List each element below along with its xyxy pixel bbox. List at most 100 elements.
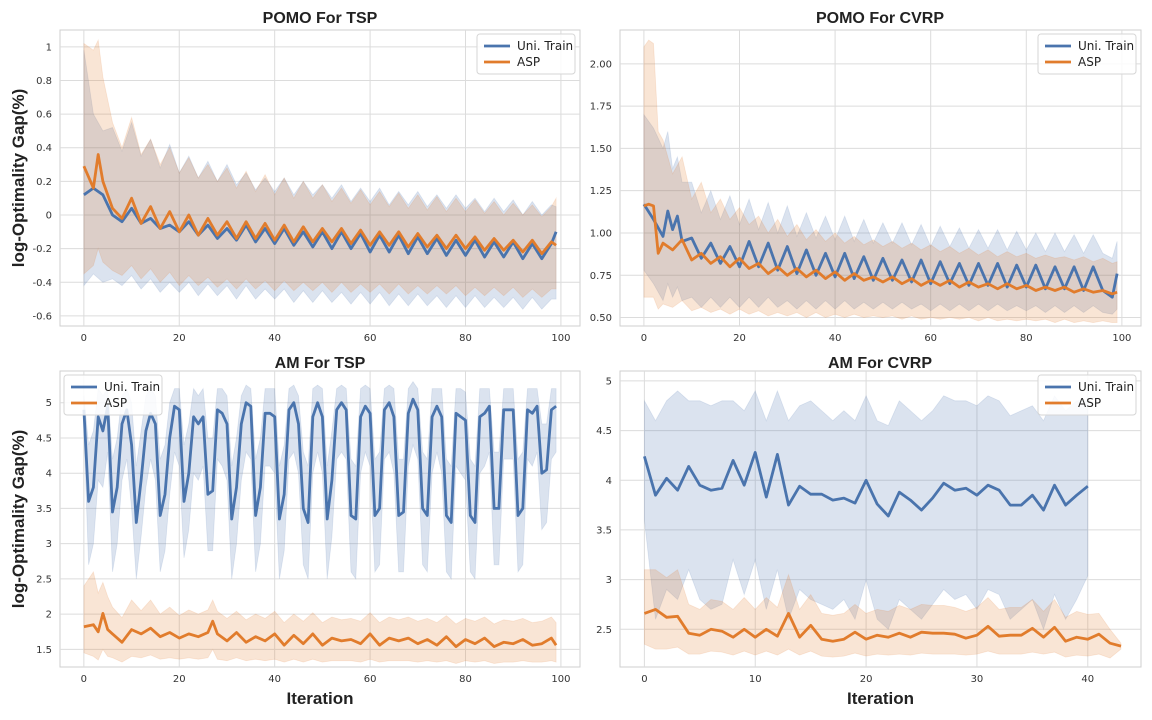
y-tick-label: 0.8 — [36, 76, 52, 87]
plot-series-group — [643, 389, 1122, 659]
chart-panel-3: 0 20 40 60 80 100 1.5 2 2.5 3 3.5 4 4.5 5 AM For TSP lo… — [9, 355, 581, 708]
x-tick-label: 80 — [459, 674, 472, 685]
x-axis-label: Iteration — [847, 689, 914, 708]
plot-area — [59, 29, 581, 327]
series-line-uni — [83, 186, 558, 261]
y-tick-label: 3.5 — [596, 525, 612, 536]
confidence-band-uni — [83, 50, 557, 310]
plot-series-group — [82, 38, 558, 310]
y-tick-label: -0.4 — [32, 278, 52, 289]
x-tick-label: 40 — [268, 674, 281, 685]
x-tick-label: 20 — [173, 674, 186, 685]
legend: Uni. Train ASP — [1037, 33, 1137, 75]
x-tick-label: 0 — [641, 333, 647, 344]
confidence-band-asp — [643, 39, 1118, 324]
series-line-asp — [83, 612, 558, 648]
x-tick-label: 100 — [551, 333, 570, 344]
legend-box — [476, 33, 576, 75]
chart-panel-4: 0 10 20 30 40 2.5 3 3.5 4 4.5 5 AM For CVRP Iteratio… — [596, 355, 1142, 708]
y-tick-label: 1.5 — [36, 645, 52, 656]
confidence-band-asp — [83, 570, 557, 664]
y-tick-label: 1.00 — [590, 228, 612, 239]
x-tick-label: 0 — [81, 674, 87, 685]
plot-area — [619, 370, 1142, 668]
legend-label-asp: ASP — [104, 396, 127, 410]
legend-label-uni: Uni. Train — [517, 39, 573, 53]
legend-label-uni: Uni. Train — [104, 380, 160, 394]
x-tick-label: 20 — [860, 674, 873, 685]
legend-box — [1037, 33, 1137, 75]
x-tick-label: 60 — [364, 333, 377, 344]
y-tick-label: 2 — [46, 610, 52, 621]
y-tick-label: 1.50 — [590, 144, 612, 155]
legend-box — [63, 374, 163, 416]
series-line-asp — [643, 608, 1122, 648]
x-tick-label: 100 — [1112, 333, 1131, 344]
y-tick-label: 3 — [606, 575, 612, 586]
x-tick-label: 80 — [459, 333, 472, 344]
y-tick-label: 0.75 — [590, 271, 612, 282]
series-line-uni — [643, 450, 1089, 518]
x-tick-label: 30 — [971, 674, 984, 685]
x-tick-label: 0 — [81, 333, 87, 344]
chart-panel-2: 0 20 40 60 80 100 0.50 0.75 1.00 1.25 1.50 1.75 2.00… — [590, 10, 1142, 344]
x-tick-label: 40 — [829, 333, 842, 344]
legend-box — [1037, 374, 1137, 416]
y-tick-label: 5 — [606, 376, 612, 387]
legend-label-uni: Uni. Train — [1078, 39, 1134, 53]
series-line-asp — [643, 202, 1118, 296]
y-tick-label: 1 — [46, 42, 52, 53]
legend-label-asp: ASP — [1078, 396, 1101, 410]
legend-label-uni: Uni. Train — [1078, 380, 1134, 394]
series-line-uni — [82, 397, 557, 524]
chart-panel-1: 0 20 40 60 80 100 -0.6 -0.4 -0.2 0 0.2 0.4 0.6 0.8 1 PO… — [9, 10, 581, 344]
legend: Uni. Train ASP — [1037, 374, 1137, 416]
y-tick-label: 3 — [46, 539, 52, 550]
chart-title: AM For CVRP — [828, 355, 932, 372]
y-tick-label: 0.6 — [36, 110, 52, 121]
series-line-asp — [82, 153, 557, 256]
x-tick-label: 20 — [733, 333, 746, 344]
chart-title: POMO For TSP — [263, 10, 378, 27]
y-tick-label: 0.4 — [36, 143, 52, 154]
plot-area — [59, 370, 581, 668]
x-tick-label: 10 — [749, 674, 762, 685]
series-line-uni — [642, 203, 1119, 299]
y-axis-label: log-Optimality Gap(%) — [9, 89, 28, 268]
y-tick-label: 0 — [46, 211, 52, 222]
legend-label-asp: ASP — [1078, 55, 1101, 69]
x-tick-label: 0 — [641, 674, 647, 685]
y-tick-label: 0.2 — [36, 177, 52, 188]
y-tick-label: 2.5 — [36, 574, 52, 585]
legend: Uni. Train ASP — [63, 374, 163, 416]
chart-title: AM For TSP — [275, 355, 366, 372]
y-tick-label: -0.6 — [32, 311, 52, 322]
y-tick-label: -0.2 — [32, 244, 52, 255]
y-tick-label: 2.00 — [590, 59, 612, 70]
x-tick-label: 60 — [924, 333, 937, 344]
legend: Uni. Train ASP — [476, 33, 576, 75]
y-tick-label: 4 — [46, 469, 52, 480]
legend-label-asp: ASP — [517, 55, 540, 69]
y-tick-label: 3.5 — [36, 504, 52, 515]
plot-area — [619, 29, 1142, 327]
y-tick-label: 5 — [46, 398, 52, 409]
y-tick-label: 4 — [606, 476, 612, 487]
x-tick-label: 20 — [173, 333, 186, 344]
confidence-band-uni — [644, 389, 1089, 631]
x-axis-label: Iteration — [286, 689, 353, 708]
x-tick-label: 100 — [551, 674, 570, 685]
plot-series-group — [642, 39, 1119, 324]
x-tick-label: 40 — [1081, 674, 1094, 685]
y-tick-label: 4.5 — [596, 426, 612, 437]
y-tick-label: 2.5 — [596, 625, 612, 636]
y-tick-label: 1.25 — [590, 186, 612, 197]
y-tick-label: 0.50 — [590, 313, 612, 324]
y-tick-label: 4.5 — [36, 433, 52, 444]
chart-title: POMO For CVRP — [816, 10, 944, 27]
confidence-band-uni — [83, 380, 557, 581]
x-tick-label: 80 — [1020, 333, 1033, 344]
x-tick-label: 40 — [268, 333, 281, 344]
